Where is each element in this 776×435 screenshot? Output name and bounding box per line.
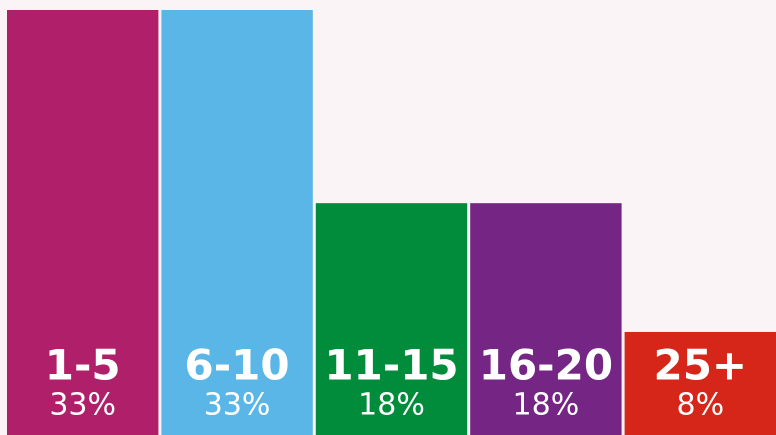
category-label: 11-15 xyxy=(324,341,458,390)
bar xyxy=(7,10,159,435)
value-label: 18% xyxy=(513,388,580,423)
value-label: 33% xyxy=(204,388,271,423)
category-label: 16-20 xyxy=(479,341,613,390)
value-label: 8% xyxy=(677,388,725,423)
value-label: 18% xyxy=(358,388,425,423)
category-label: 25+ xyxy=(653,341,747,390)
category-label: 6-10 xyxy=(185,341,290,390)
bar xyxy=(624,331,776,435)
bar xyxy=(161,10,313,435)
bar xyxy=(470,203,622,435)
bar xyxy=(315,203,468,435)
category-label: 1-5 xyxy=(45,341,121,390)
value-label: 33% xyxy=(49,388,116,423)
